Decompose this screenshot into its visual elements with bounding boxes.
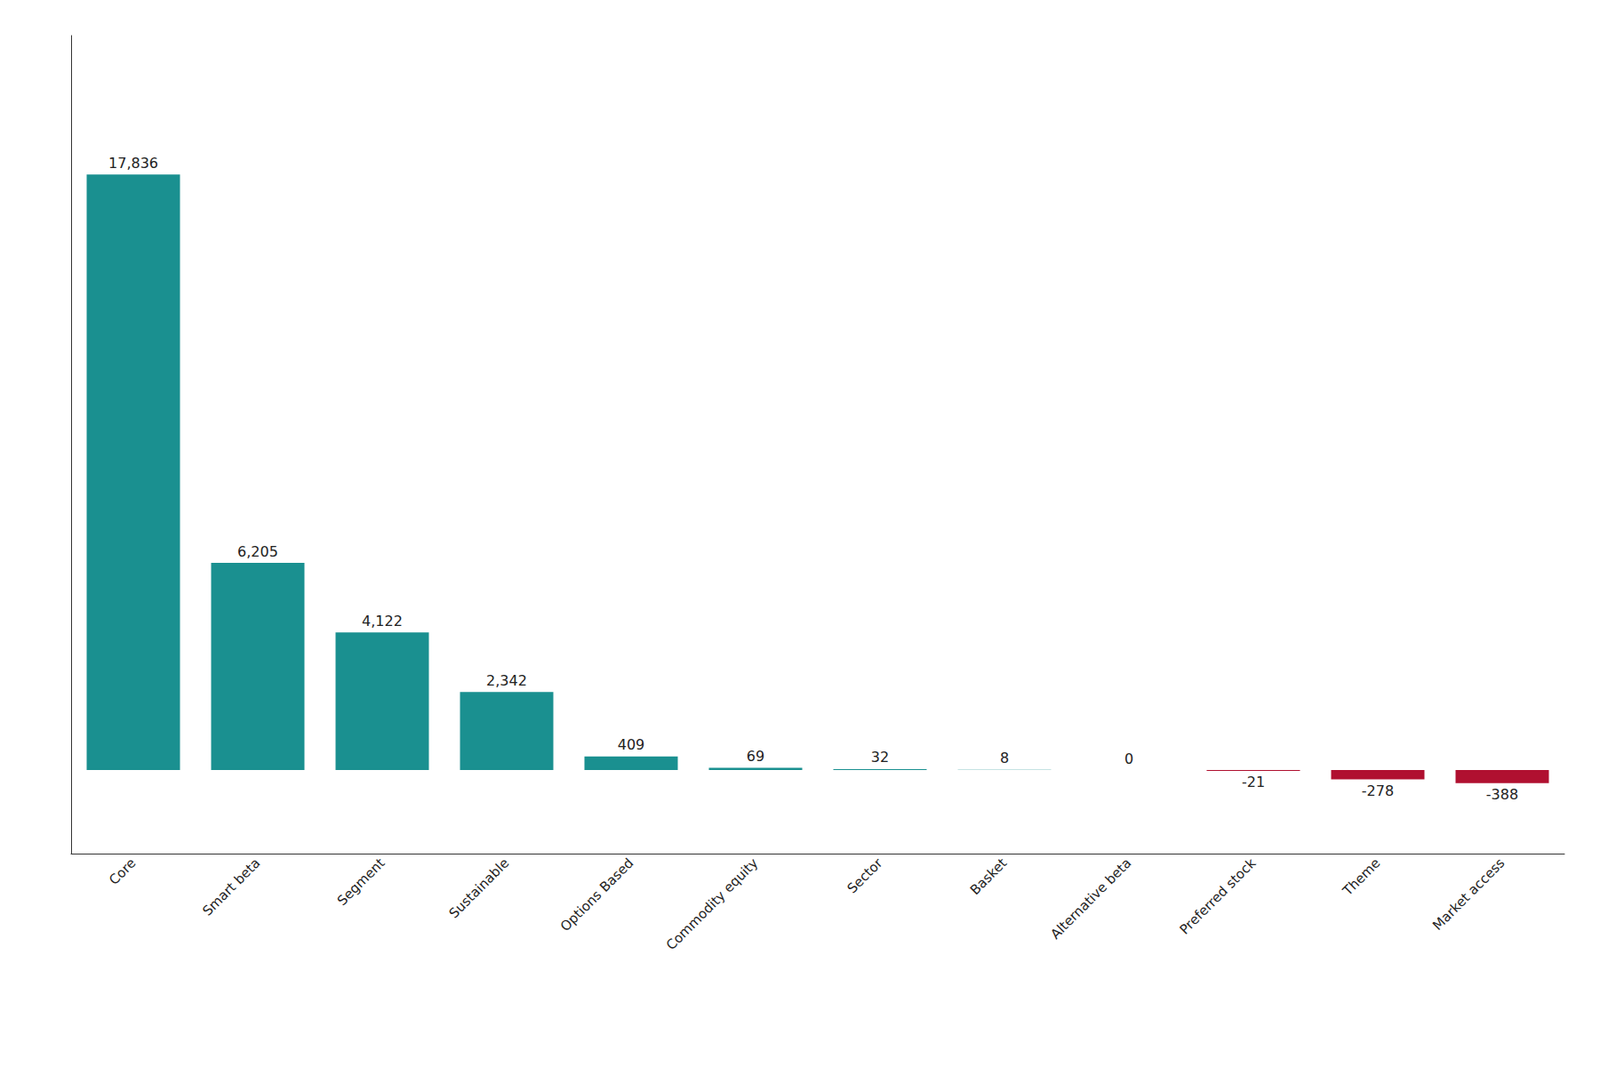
svg-text:8: 8 — [1000, 749, 1009, 767]
svg-text:-21: -21 — [1241, 773, 1265, 791]
svg-text:Theme: Theme — [1338, 855, 1384, 900]
svg-text:Sector: Sector — [844, 854, 887, 896]
svg-text:2,342: 2,342 — [486, 672, 528, 689]
svg-text:Commodity equity: Commodity equity — [663, 855, 762, 954]
svg-text:Options Based: Options Based — [557, 855, 638, 936]
svg-text:Market access: Market access — [1429, 855, 1508, 934]
svg-text:-388: -388 — [1486, 785, 1519, 803]
svg-text:Alternative beta: Alternative beta — [1047, 855, 1135, 943]
svg-text:Smart beta: Smart beta — [199, 855, 264, 920]
svg-text:Core: Core — [105, 855, 139, 888]
svg-text:Basket: Basket — [967, 855, 1011, 899]
svg-text:Sustainable: Sustainable — [446, 855, 513, 922]
svg-text:409: 409 — [617, 736, 646, 753]
svg-text:Segment: Segment — [334, 855, 388, 909]
svg-text:6,205: 6,205 — [237, 543, 279, 560]
svg-text:4,122: 4,122 — [361, 612, 403, 630]
svg-text:-278: -278 — [1361, 782, 1394, 800]
svg-text:17,836: 17,836 — [108, 154, 159, 172]
svg-text:0: 0 — [1124, 750, 1134, 768]
svg-text:69: 69 — [746, 747, 765, 765]
svg-text:32: 32 — [871, 748, 889, 766]
svg-text:Preferred stock: Preferred stock — [1176, 854, 1260, 937]
